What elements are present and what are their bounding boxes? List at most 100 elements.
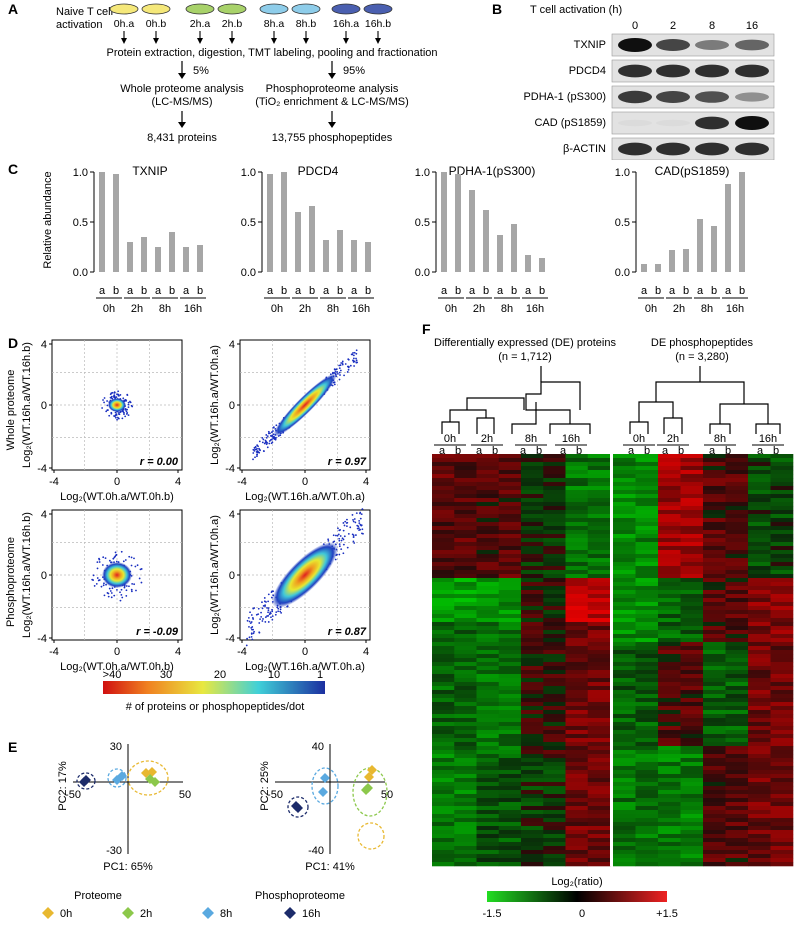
y-tick-label: 1.0 [241,167,256,179]
f-replicate-label: a [628,445,635,457]
replicate-label: b [113,285,119,297]
blot-band [735,64,769,78]
timepoint-label: 16h [184,303,202,315]
timepoint-label: 0h [271,303,283,315]
f-right-n: (n = 3,280) [675,351,729,363]
pca-point [320,773,330,783]
panel-label-d: D [8,335,18,351]
sample-label: 2h.b [222,18,243,30]
bar [113,174,119,272]
f-replicate-label: b [536,445,542,457]
replicate-label: a [697,285,704,297]
bar [99,172,105,272]
sample-tube-icon [331,3,361,15]
timepoint-label: 2h [473,303,485,315]
y-tick-label: -4 [225,463,235,475]
y-tick-label: 0.5 [73,217,88,229]
x-tick-label: -4 [237,476,247,488]
colorbar-tick: >40 [103,669,122,681]
y-top-tick: 30 [110,741,122,753]
blot-row-label: TXNIP [574,39,606,51]
pca-plot-0: 30 -30 -50 50 PC2: 17% PC1: 65% Proteome [57,741,191,902]
scale-label: Log₂(ratio) [551,876,602,888]
blot-band [656,142,690,156]
scatter-plot-2: 4 0 -4-4 0 4 r = -0.09 Log₂(WT.0h.a/WT.0h.b) Lo… [21,509,183,673]
blot-band [735,116,769,130]
colorbar-tick: 20 [214,669,226,681]
bar-chart-3: CAD(pS1859)1.00.50.0a b a b a b a b0h 2h 8h 16h [615,164,748,315]
pc2-label: PC2: 17% [57,761,69,811]
colorbar [103,681,325,694]
x-tick-label: 0 [302,646,308,658]
y-tick-label: 0 [229,400,235,412]
f-timepoint-label: 8h [714,433,726,445]
blot-band [735,39,769,51]
timepoint-label: 0h [445,303,457,315]
chart-title: PDCD4 [298,164,339,178]
panel-e: E 30 -30 -50 50 PC2: 17% PC1: 65% Proteome 40 -4… [0,730,420,925]
replicate-label: b [511,285,517,297]
scale-tick: +1.5 [656,908,678,920]
colorbar-tick: 10 [268,669,280,681]
f-timepoint-label: 16h [562,433,580,445]
bar [441,172,447,272]
bar [323,240,329,272]
sample-tube-icon [363,3,393,15]
replicate-label: a [525,285,532,297]
chart-title: PDHA-1(pS300) [449,164,536,178]
replicate-label: b [655,285,661,297]
y-tick-label: 4 [229,339,235,351]
bar [655,264,661,272]
replicate-label: a [99,285,106,297]
workflow-diagram: A Naive T cell activation 0h.a 0h.b 2h.a 2h… [8,1,438,144]
pc1-label: PC1: 65% [103,861,153,873]
panel-f: F Differentially expressed (DE) proteins… [420,322,800,925]
sample-label: 16h.b [365,18,391,30]
arrow-down-icon [303,38,309,44]
scale-tick: 0 [579,908,585,920]
blot-band [618,90,652,104]
sample-tube-icon [109,3,139,15]
timepoint-label: 8h [159,303,171,315]
x-axis-label: Log₂(WT.16h.a/WT.0h.a) [245,491,365,503]
legend-diamond-icon [202,907,214,919]
timepoint-label: 8h [501,303,513,315]
sample-tube-icon [141,3,171,15]
bar [365,242,371,272]
f-left-n: (n = 1,712) [498,351,552,363]
x-left-tick: -50 [267,789,283,801]
sample-tube-icon [259,3,289,15]
x-tick-label: 0 [114,476,120,488]
correlation-label: r = -0.09 [136,626,179,638]
blot-band [618,142,652,156]
f-replicate-label: a [476,445,483,457]
arrow-down-icon [121,38,127,44]
left-analysis-method: (LC-MS/MS) [151,96,212,108]
blot-strip [611,59,775,83]
f-replicate-label: a [560,445,567,457]
bar [739,172,745,272]
replicate-label: b [483,285,489,297]
replicate-label: a [267,285,274,297]
pca-point [117,771,127,781]
timepoint-label: 16h [526,303,544,315]
y-top-tick: 40 [312,741,324,753]
replicate-label: a [295,285,302,297]
x-tick-label: 4 [363,476,369,488]
sample-label: 0h.b [146,18,167,30]
blot-band [618,64,652,78]
x-tick-label: 4 [175,476,181,488]
heatmap-figure: F Differentially expressed (DE) proteins… [422,322,794,920]
arrow-down-icon [229,38,235,44]
replicate-label: a [497,285,504,297]
pca-point [145,774,155,784]
c-ylabel: Relative abundance [42,171,54,268]
y-tick-label: 1.0 [415,167,430,179]
cluster-circle [76,772,96,790]
y-tick-label: 0.5 [241,217,256,229]
correlation-label: r = 0.97 [328,456,367,468]
dendrograms [441,366,781,434]
f-replicate-label: b [725,445,731,457]
panel-d: D Whole proteome Phosphoproteome 4 0 -4 -4 0… [0,330,420,715]
